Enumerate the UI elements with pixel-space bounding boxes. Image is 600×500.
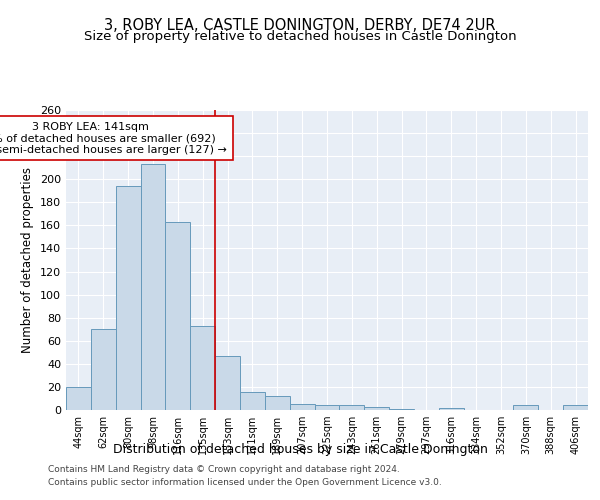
Text: Distribution of detached houses by size in Castle Donington: Distribution of detached houses by size … xyxy=(113,442,487,456)
Bar xyxy=(66,387,91,410)
Bar xyxy=(265,396,290,410)
Bar xyxy=(389,409,414,410)
Text: Size of property relative to detached houses in Castle Donington: Size of property relative to detached ho… xyxy=(83,30,517,43)
Text: Contains public sector information licensed under the Open Government Licence v3: Contains public sector information licen… xyxy=(48,478,442,487)
Bar xyxy=(116,186,140,410)
Bar xyxy=(340,406,364,410)
Bar xyxy=(563,406,588,410)
Bar xyxy=(364,406,389,410)
Bar xyxy=(190,326,215,410)
Text: 3 ROBY LEA: 141sqm
← 84% of detached houses are smaller (692)
16% of semi-detach: 3 ROBY LEA: 141sqm ← 84% of detached hou… xyxy=(0,122,227,154)
Bar xyxy=(290,404,314,410)
Text: 3, ROBY LEA, CASTLE DONINGTON, DERBY, DE74 2UR: 3, ROBY LEA, CASTLE DONINGTON, DERBY, DE… xyxy=(104,18,496,32)
Bar xyxy=(314,406,340,410)
Bar xyxy=(240,392,265,410)
Bar xyxy=(439,408,464,410)
Bar xyxy=(140,164,166,410)
Y-axis label: Number of detached properties: Number of detached properties xyxy=(22,167,34,353)
Bar xyxy=(514,406,538,410)
Bar xyxy=(166,222,190,410)
Bar xyxy=(215,356,240,410)
Bar xyxy=(91,329,116,410)
Text: Contains HM Land Registry data © Crown copyright and database right 2024.: Contains HM Land Registry data © Crown c… xyxy=(48,466,400,474)
